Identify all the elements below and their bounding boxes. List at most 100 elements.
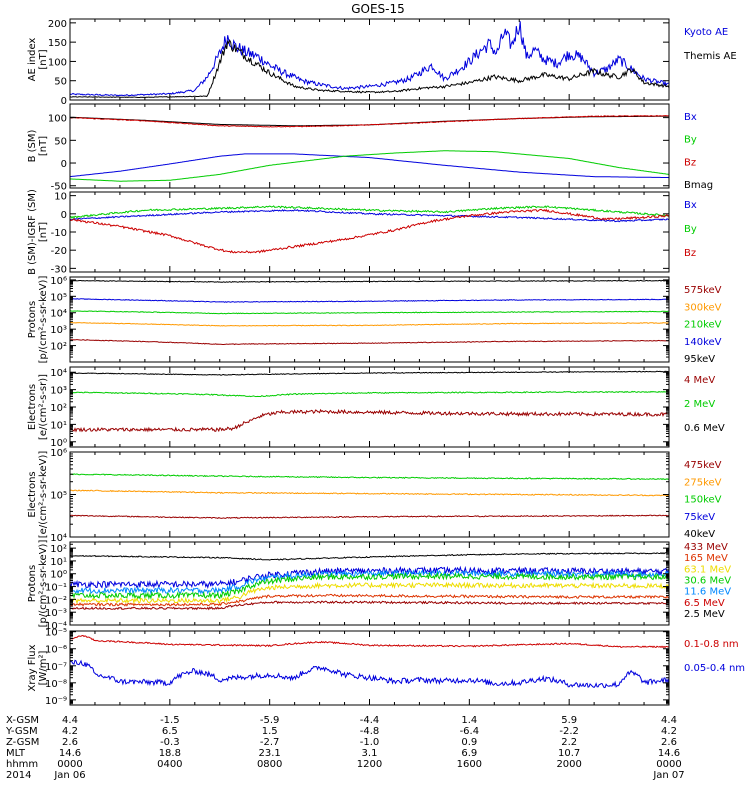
x-axis-cell: 14.6 (59, 748, 81, 759)
panel-electrons_kev: 10⁴ 10⁵ 10⁶ Electrons [e/(cm²-s-sr-keV)] 475k… (27, 448, 722, 544)
x-axis-cell: 14.6 (658, 748, 680, 759)
y-tick-label: 10¹ (50, 420, 67, 431)
y-axis-label: AE index (27, 38, 38, 82)
y-axis-label: Electrons (27, 384, 38, 430)
y-axis-unit: [nT] (38, 49, 49, 69)
panel-frame (69, 191, 670, 273)
y-tick-label: -50 (51, 182, 67, 193)
y-tick-label: 100 (48, 114, 67, 125)
legend-entry: 95keV (684, 354, 715, 365)
x-axis-cell: 6.9 (461, 748, 477, 759)
x-axis-cell: -2.2 (559, 726, 579, 737)
x-axis-cell: 3.1 (362, 748, 378, 759)
series-line-bx (70, 209, 669, 223)
x-axis-cell: -5.9 (260, 715, 280, 726)
x-axis-cell: -2.7 (260, 737, 280, 748)
legend-entry: Themis AE (683, 51, 737, 62)
x-axis-cell: 0800 (257, 759, 282, 770)
panel-protons_mev: 10⁻⁴ 10⁻³ 10⁻²10⁻¹ 10⁰ 10¹ 10² Protons [p/(cm²-… (27, 540, 731, 632)
legend-entry: 0.1-0.8 nm (684, 639, 739, 650)
series-line-95kev (70, 338, 669, 346)
series-line-by (70, 205, 669, 220)
y-axis-label: B (SM) (27, 129, 38, 162)
series-line-165-mev (70, 565, 669, 590)
y-tick-label: -10 (51, 228, 67, 239)
panel-frame (69, 18, 670, 101)
x-axis-cell: 10.7 (558, 748, 580, 759)
x-axis-cell: 0400 (157, 759, 182, 770)
series-line-6-5-mev (70, 593, 669, 607)
y-tick-label: 150 (48, 38, 67, 49)
legend-entry: 433 MeV (684, 542, 728, 553)
legend-entry: 165 MeV (684, 553, 728, 564)
x-axis-cell: 0000 (57, 759, 82, 770)
x-axis-cell: 2.6 (62, 737, 78, 748)
y-tick-label: 50 (54, 136, 67, 147)
y-tick-label: 0 (61, 96, 67, 107)
y-tick-label: 10⁻³ (45, 608, 67, 619)
y-tick-label: 10⁻⁸ (45, 679, 67, 690)
x-axis-cell: 18.8 (159, 748, 181, 759)
y-axis-label: B (SM)-IGRF (SM) (27, 189, 38, 275)
series-line-11-6-mev (70, 581, 669, 605)
legend-entry: 210keV (684, 320, 722, 331)
x-axis-cell: 0000 (656, 759, 681, 770)
x-axis-cell: 6.5 (162, 726, 178, 737)
panel-xray: 10⁻⁹ 10⁻⁸ 10⁻⁷ 10⁻⁶ 10⁻⁵ Xray Flux [W/m²] 0.1-0… (27, 628, 745, 707)
series-group (70, 473, 669, 519)
y-axis-unit: [p/(cm²-s-sr-keV)] (38, 540, 49, 628)
series-line-433-mev (70, 552, 669, 561)
y-tick-label: 10⁰ (50, 570, 67, 581)
x-axis-cell: -4.8 (360, 726, 380, 737)
legend-entry: Bz (684, 157, 696, 168)
series-line-0-1-0-8-nm (70, 634, 669, 649)
x-axis-cell: -1.5 (160, 715, 180, 726)
x-axis-cell: 1600 (457, 759, 482, 770)
legend-entry: 75keV (684, 512, 715, 523)
y-tick-label: 10² (50, 403, 67, 414)
legend-entry: 575keV (684, 285, 722, 296)
y-tick-label: 10⁰ (50, 438, 67, 449)
legend-entry: 2.5 MeV (684, 609, 725, 620)
series-line-63-1-mev (70, 568, 669, 595)
x-axis-cell: Jan 06 (53, 770, 85, 781)
series-line-300kev (70, 298, 669, 303)
series-line-themis-ae (70, 39, 669, 98)
legend-entry: 63.1 MeV (684, 564, 731, 575)
panel-ae: 0 50 100 150 200 AE index [nT] Kyoto AE Themis A… (27, 18, 737, 107)
y-axis-label: Protons (27, 301, 38, 338)
series-line-2-5-mev (70, 600, 669, 611)
y-tick-label: 10⁻⁴ (45, 621, 67, 632)
y-tick-label: 0 (61, 159, 67, 170)
y-tick-label: 10² (50, 544, 67, 555)
y-axis-label: Electrons (27, 471, 38, 517)
y-axis-unit: [nT] (38, 136, 49, 156)
series-line-30-6-mev (70, 571, 669, 601)
x-axis-cell: -0.3 (160, 737, 180, 748)
y-tick-label: 200 (48, 19, 67, 30)
y-tick-label: 10⁻⁶ (45, 645, 67, 656)
chart-title: GOES-15 (351, 2, 405, 16)
x-axis-cell: 5.9 (561, 715, 577, 726)
series-group (70, 205, 669, 254)
legend-entry: 140keV (684, 337, 722, 348)
y-tick-label: 10³ (50, 386, 67, 397)
x-axis-cell: -1.0 (360, 737, 380, 748)
panel-bigrf: -30 -20 -10 0 10 B (SM)-IGRF (SM) [nT] Bx By Bz (27, 189, 697, 275)
y-tick-label: 10³ (50, 325, 67, 336)
x-axis-cell: 4.4 (661, 715, 677, 726)
series-line-475kev (70, 473, 669, 481)
series-line-0-05-0-4-nm (70, 659, 669, 689)
x-axis-cell: 4.2 (661, 726, 677, 737)
y-tick-label: 10⁴ (50, 368, 67, 379)
series-line-bmag (70, 115, 669, 127)
legend-entry: 4 MeV (684, 375, 715, 386)
x-axis-cell: 1.4 (461, 715, 477, 726)
series-group (70, 279, 669, 346)
y-tick-label: -30 (51, 264, 67, 275)
x-axis-cell: 4.2 (62, 726, 78, 737)
y-tick-label: 10¹ (50, 557, 67, 568)
panel-protons: 10² 10³ 10⁴ 10⁵ 10⁶ Protons [p/(cm²-s-sr-keV)]… (27, 276, 722, 365)
